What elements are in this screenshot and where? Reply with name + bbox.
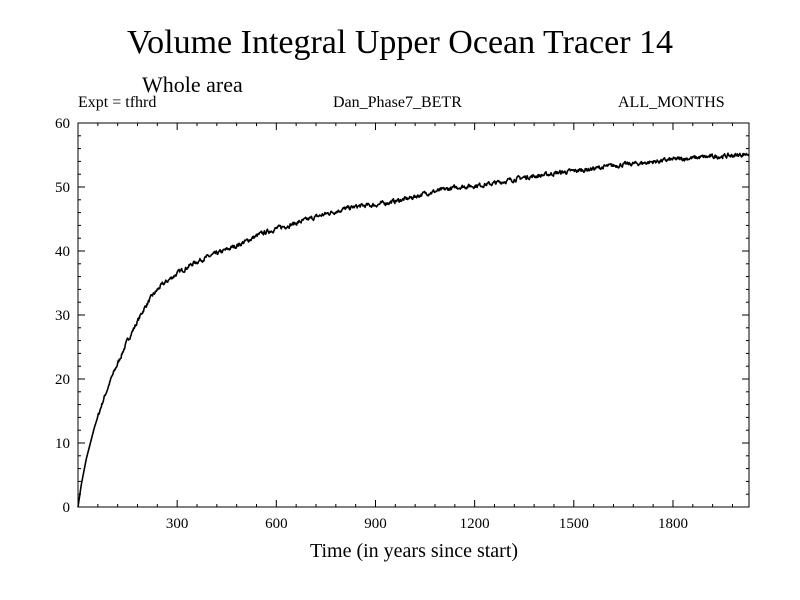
y-tick-label: 10 xyxy=(55,436,70,452)
series-line xyxy=(77,152,750,508)
axis-tick-labels: 0 10 20 30 40 50 60 300 600 900 1200 1500 1800 xyxy=(55,116,688,532)
x-tick-label: 900 xyxy=(364,516,387,532)
run-label: Dan_Phase7_BETR xyxy=(333,94,462,111)
period-label: ALL_MONTHS xyxy=(618,94,725,111)
y-tick-label: 20 xyxy=(55,372,70,388)
x-tick-label: 1200 xyxy=(460,516,490,532)
x-tick-label: 1800 xyxy=(658,516,688,532)
axis-ticks xyxy=(78,122,749,508)
y-tick-label: 60 xyxy=(55,116,70,132)
x-axis-label: Time (in years since start) xyxy=(309,540,519,562)
y-tick-label: 0 xyxy=(63,500,71,516)
chart-subtitle: Whole area xyxy=(142,72,243,97)
x-tick-label: 600 xyxy=(265,516,288,532)
x-tick-label: 1500 xyxy=(559,516,589,532)
y-tick-label: 30 xyxy=(55,308,70,324)
y-tick-label: 50 xyxy=(55,180,70,196)
chart-title: Volume Integral Upper Ocean Tracer 14 xyxy=(126,24,674,61)
x-tick-label: 300 xyxy=(166,516,189,532)
experiment-label: Expt = tfhrd xyxy=(78,94,157,111)
y-tick-label: 40 xyxy=(55,244,70,260)
plot-frame xyxy=(77,122,750,508)
